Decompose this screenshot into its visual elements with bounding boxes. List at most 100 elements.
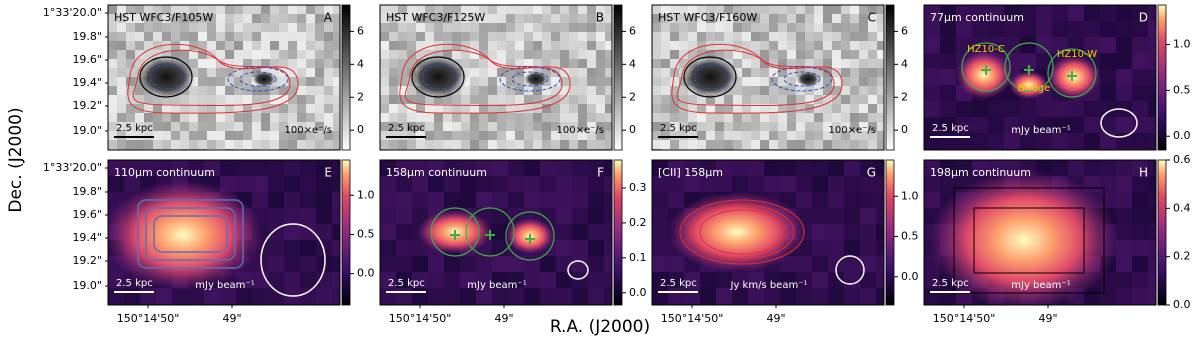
pixel [407, 131, 416, 140]
pixel [506, 95, 515, 104]
colorbar-tick-label: 4 [357, 57, 364, 70]
pixel [524, 288, 540, 304]
unit-label: mJy beam⁻¹ [467, 280, 526, 291]
pixel [751, 113, 760, 122]
pixel [198, 32, 207, 41]
pixel [556, 288, 572, 304]
pixel [288, 32, 297, 41]
pixel [751, 32, 760, 41]
pixel [868, 14, 877, 23]
pixel [126, 131, 135, 140]
pixel [841, 95, 850, 104]
frame [651, 4, 885, 151]
pixel [234, 59, 243, 68]
pixel [234, 41, 243, 50]
pixel [407, 140, 416, 149]
pixel [769, 104, 778, 113]
pixel [306, 50, 315, 59]
pixel [1148, 5, 1156, 21]
pixel [315, 131, 324, 140]
pixel [524, 95, 533, 104]
pixel [189, 23, 198, 32]
pixel [724, 104, 733, 113]
pixel [198, 95, 207, 104]
pixel [243, 131, 252, 140]
pixel [742, 77, 751, 86]
pixel [198, 68, 207, 77]
pixel [652, 176, 668, 192]
pixel [1084, 304, 1100, 305]
black-contour [411, 56, 465, 98]
pixel [171, 122, 180, 131]
pixel [189, 59, 198, 68]
pixel [108, 104, 117, 113]
pixel [679, 50, 688, 59]
pixel [706, 122, 715, 131]
pixel [284, 304, 300, 305]
pixel [207, 23, 216, 32]
pixel [850, 68, 859, 77]
pixel [288, 5, 297, 14]
pixel [1020, 133, 1036, 149]
pixel [398, 32, 407, 41]
pixel [279, 86, 288, 95]
pixel [605, 59, 612, 68]
pixel [124, 176, 140, 192]
pixel [470, 104, 479, 113]
pixel [778, 113, 787, 122]
pixel [135, 140, 144, 149]
pixel [787, 131, 796, 140]
pixel [300, 224, 316, 240]
pixel [569, 113, 578, 122]
pixel [1020, 304, 1036, 305]
pixel [805, 32, 814, 41]
pixel [604, 288, 612, 304]
pixel [760, 77, 769, 86]
pixel [733, 140, 742, 149]
pixel [668, 272, 684, 288]
pixel [252, 131, 261, 140]
pixel [279, 50, 288, 59]
x-tick-label: 49" [766, 312, 785, 325]
pixel [556, 224, 572, 240]
pixel [841, 104, 850, 113]
pixel [207, 131, 216, 140]
pixel [284, 160, 300, 176]
pixel [261, 32, 270, 41]
pixel [506, 131, 515, 140]
pixel [540, 176, 556, 192]
pixel [261, 50, 270, 59]
pixel [488, 41, 497, 50]
pixel [198, 59, 207, 68]
colorbar-tick-label: 4 [629, 57, 636, 70]
pixel [742, 131, 751, 140]
source-blob [680, 55, 740, 99]
pixel [679, 113, 688, 122]
pixel [587, 50, 596, 59]
pixel [787, 140, 796, 149]
pixel [1004, 21, 1020, 37]
pixel [207, 104, 216, 113]
pixel [389, 50, 398, 59]
pixel [306, 131, 315, 140]
pixel [844, 176, 860, 192]
pixel [688, 104, 697, 113]
pixel [876, 176, 884, 192]
pixel [972, 21, 988, 37]
pixel [476, 176, 492, 192]
pixel [479, 5, 488, 14]
pixel [252, 304, 268, 305]
pixel [225, 23, 234, 32]
pixel [1004, 101, 1020, 117]
pixel [497, 95, 506, 104]
pixel [460, 176, 476, 192]
pixel [252, 59, 261, 68]
pixel [180, 122, 189, 131]
pixel [587, 140, 596, 149]
pixel [733, 104, 742, 113]
pixel [1132, 208, 1148, 224]
pixel [162, 95, 171, 104]
pixel [412, 256, 428, 272]
pixel [533, 131, 542, 140]
blue-contour [693, 64, 731, 90]
